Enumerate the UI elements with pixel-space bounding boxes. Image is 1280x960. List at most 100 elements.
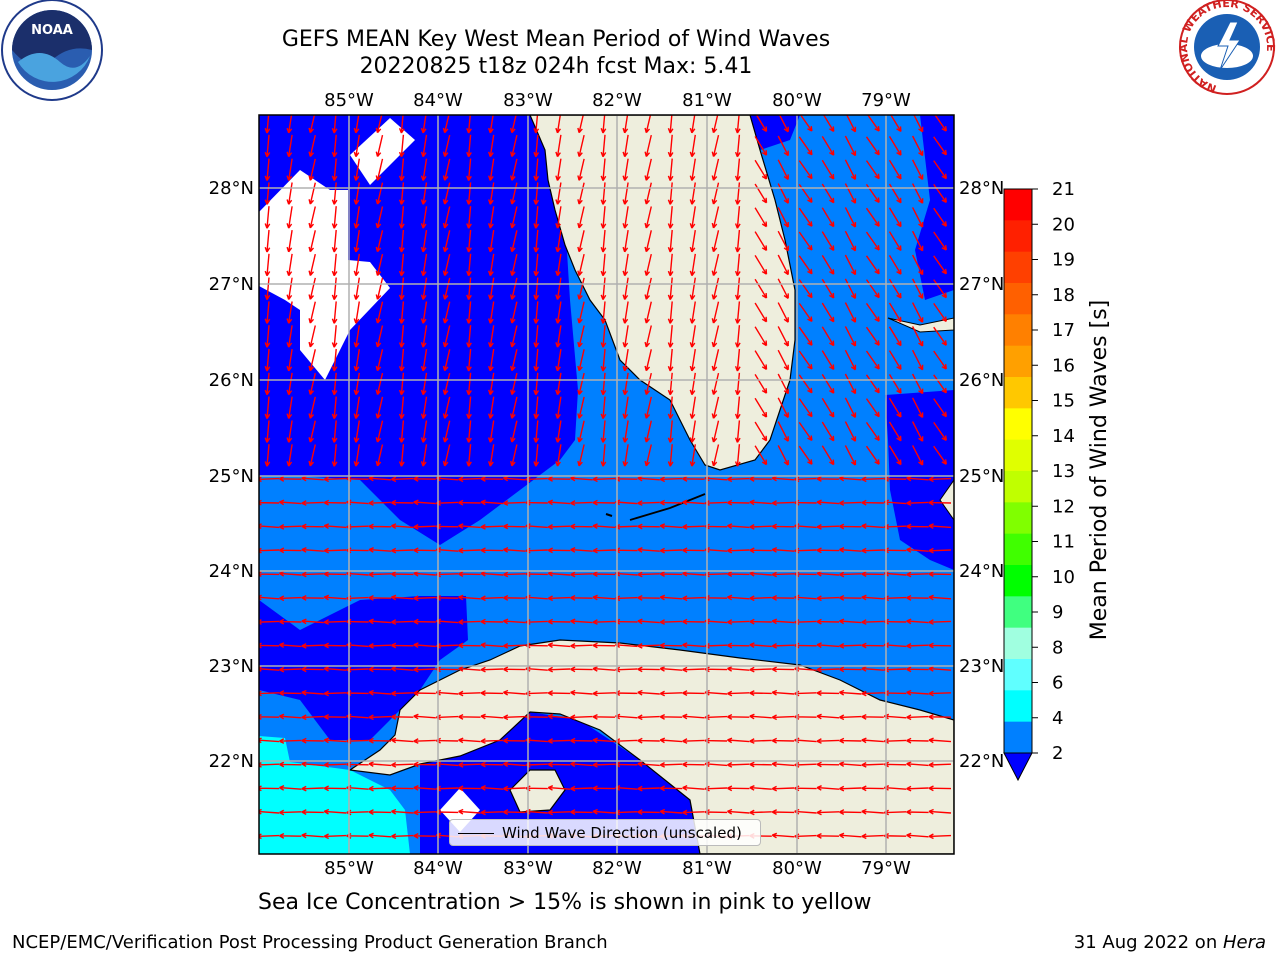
wind-arrow	[911, 159, 924, 180]
wind-arrow	[503, 642, 526, 649]
wind-arrow	[368, 689, 392, 696]
wind-arrow	[488, 206, 495, 229]
wind-arrow	[301, 785, 324, 792]
wind-arrow	[727, 737, 750, 744]
wind-arrow	[888, 278, 902, 299]
wind-arrow	[777, 159, 789, 180]
wind-arrow	[644, 372, 652, 395]
wind-arrow	[413, 547, 436, 554]
wind-arrow	[368, 666, 392, 673]
wind-arrow	[368, 809, 392, 816]
wind-arrow	[286, 253, 293, 277]
wind-arrow	[749, 809, 772, 816]
wind-arrow	[331, 158, 338, 181]
wind-arrow	[533, 396, 540, 419]
wind-arrow	[398, 348, 405, 372]
wind-arrow	[911, 183, 924, 204]
wind-arrow	[754, 302, 768, 323]
wind-arrow	[844, 445, 857, 466]
wind-arrow	[375, 115, 383, 134]
wind-arrow	[488, 134, 495, 158]
colorbar-segment	[1004, 659, 1032, 691]
wind-arrow	[637, 689, 660, 696]
wind-arrow	[749, 547, 772, 554]
wind-arrow	[398, 372, 405, 396]
wind-arrow	[622, 325, 629, 348]
wind-arrow	[323, 594, 347, 601]
wind-arrow	[844, 373, 857, 395]
wind-arrow	[368, 737, 392, 744]
wind-arrow	[547, 475, 571, 482]
wind-arrow	[547, 690, 571, 697]
wind-arrow	[711, 420, 720, 443]
wind-arrow	[933, 302, 947, 323]
lon-label-top: 81°W	[682, 90, 732, 111]
wind-arrow	[368, 523, 392, 530]
wind-arrow	[368, 785, 392, 792]
wind-arrow	[906, 689, 929, 696]
wind-arrow	[308, 444, 316, 467]
wind-arrow	[861, 594, 884, 601]
wind-arrow	[442, 134, 451, 157]
wind-arrow	[667, 325, 674, 348]
wind-arrow	[622, 206, 629, 229]
wind-arrow	[301, 594, 324, 601]
wind-arrow	[659, 476, 683, 483]
wind-arrow	[727, 690, 750, 697]
wind-arrow	[570, 500, 593, 506]
wind-arrow	[888, 445, 902, 466]
lon-label-bottom: 83°W	[503, 858, 553, 879]
wind-arrow	[331, 115, 338, 134]
wind-arrow	[777, 397, 789, 418]
nodata-patch-2	[350, 118, 415, 185]
wind-arrow	[844, 421, 857, 442]
wind-arrow	[682, 595, 705, 602]
wind-arrow	[510, 158, 518, 181]
wind-arrow	[577, 253, 585, 276]
wind-arrow	[375, 253, 384, 276]
wind-arrow	[928, 666, 952, 672]
wind-arrow	[420, 277, 428, 300]
wind-arrow	[547, 547, 571, 554]
wind-arrow	[727, 523, 750, 529]
wind-arrow	[777, 373, 789, 395]
wind-arrow	[622, 372, 629, 396]
wind-arrow	[331, 301, 338, 324]
wind-arrow	[510, 301, 518, 324]
wind-arrow	[323, 476, 347, 483]
wind-arrow	[637, 523, 660, 530]
wind-arrow	[689, 134, 696, 158]
wind-arrow	[353, 206, 360, 229]
wind-arrow	[279, 785, 302, 791]
wind-arrow	[816, 642, 840, 648]
wind-arrow	[911, 445, 924, 466]
colorbar-segment	[1004, 502, 1032, 535]
wind-arrow	[533, 372, 540, 396]
wind-arrow	[533, 348, 540, 372]
wind-arrow	[906, 809, 929, 816]
wind-arrow	[659, 808, 683, 815]
wind-arrow	[659, 619, 683, 625]
wind-arrow	[442, 325, 451, 348]
colorbar-tick-label: 19	[1052, 250, 1075, 271]
wind-arrow	[577, 134, 585, 157]
wind-arrow	[375, 134, 384, 157]
wind-arrow	[777, 135, 789, 157]
wind-arrow	[911, 373, 924, 395]
wind-arrow	[771, 737, 795, 744]
wind-arrow	[888, 231, 902, 251]
wind-arrow	[308, 115, 316, 134]
wind-arrow	[933, 160, 947, 180]
wind-arrow	[466, 229, 472, 253]
wind-arrow	[637, 809, 660, 816]
wind-arrow	[928, 808, 952, 815]
lon-label-top: 80°W	[772, 90, 822, 111]
wind-arrow	[689, 396, 696, 419]
wind-arrow	[592, 594, 616, 601]
wind-arrow	[933, 207, 947, 227]
lat-labels-left: 28°N 27°N 26°N 25°N 24°N 23°N 22°N	[209, 178, 254, 772]
colorbar-title: Mean Period of Wind Waves [s]	[1087, 300, 1112, 640]
wind-arrow	[637, 761, 660, 767]
wind-arrow	[861, 690, 884, 697]
wind-arrow	[600, 396, 607, 419]
